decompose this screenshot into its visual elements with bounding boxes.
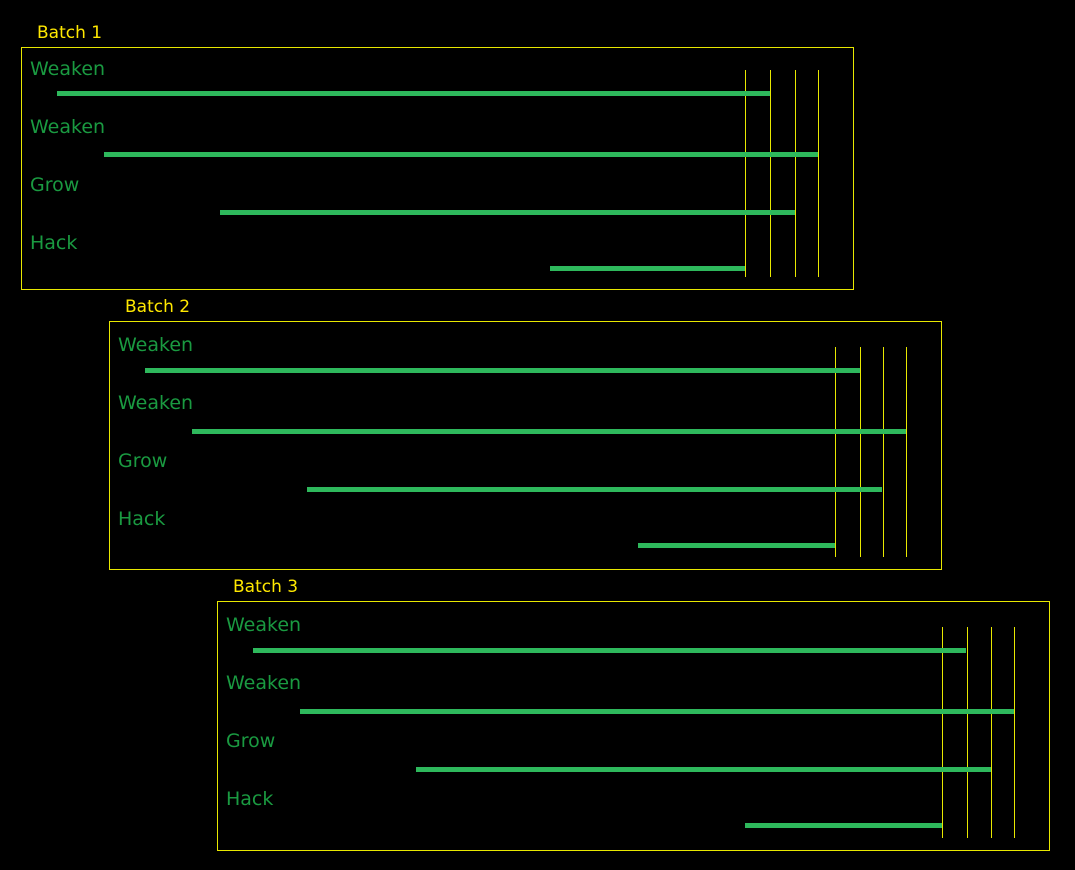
batch-3-bar-4: [745, 823, 942, 828]
batch-box-2: [109, 321, 942, 570]
batch-1-bar-2: [104, 152, 818, 157]
batch-3-row-label-2: Weaken: [226, 672, 302, 694]
batch-title-2: Batch 2: [125, 297, 191, 317]
batch-1-row-label-1: Weaken: [30, 58, 106, 80]
batch-3-row-label-4: Hack: [226, 788, 274, 810]
batch-1-row-label-3: Grow: [30, 174, 80, 196]
batch-title-3: Batch 3: [233, 577, 299, 597]
batch-3-marker-line-4: [1014, 627, 1015, 838]
batch-title-1: Batch 1: [37, 23, 103, 43]
batch-2-marker-line-1: [835, 347, 836, 557]
batch-3-marker-line-1: [942, 627, 943, 838]
batch-2-marker-line-4: [906, 347, 907, 557]
batch-3-bar-3: [416, 767, 991, 772]
batch-2-row-label-2: Weaken: [118, 392, 194, 414]
batch-3-bar-1: [253, 648, 966, 653]
batch-3-marker-line-3: [991, 627, 992, 838]
batch-2-bar-3: [307, 487, 882, 492]
batch-1-bar-3: [220, 210, 795, 215]
batch-3-row-label-3: Grow: [226, 730, 276, 752]
batch-3-row-label-1: Weaken: [226, 614, 302, 636]
batch-2-bar-1: [145, 368, 860, 373]
batch-2-marker-line-2: [860, 347, 861, 557]
batch-1-marker-line-1: [745, 70, 746, 277]
batch-2-row-label-4: Hack: [118, 508, 166, 530]
batch-1-marker-line-4: [818, 70, 819, 277]
batch-1-marker-line-3: [795, 70, 796, 277]
batch-3-marker-line-2: [967, 627, 968, 838]
batch-1-marker-line-2: [770, 70, 771, 277]
batch-1-row-label-4: Hack: [30, 232, 78, 254]
batch-2-row-label-1: Weaken: [118, 334, 194, 356]
batch-1-bar-1: [57, 91, 770, 96]
batch-3-bar-2: [300, 709, 1014, 714]
batch-2-marker-line-3: [883, 347, 884, 557]
batch-1-bar-4: [550, 266, 745, 271]
batch-box-1: [21, 47, 854, 290]
batch-box-3: [217, 601, 1050, 851]
batch-2-bar-2: [192, 429, 906, 434]
batch-2-row-label-3: Grow: [118, 450, 168, 472]
batch-1-row-label-2: Weaken: [30, 116, 106, 138]
batch-2-bar-4: [638, 543, 835, 548]
